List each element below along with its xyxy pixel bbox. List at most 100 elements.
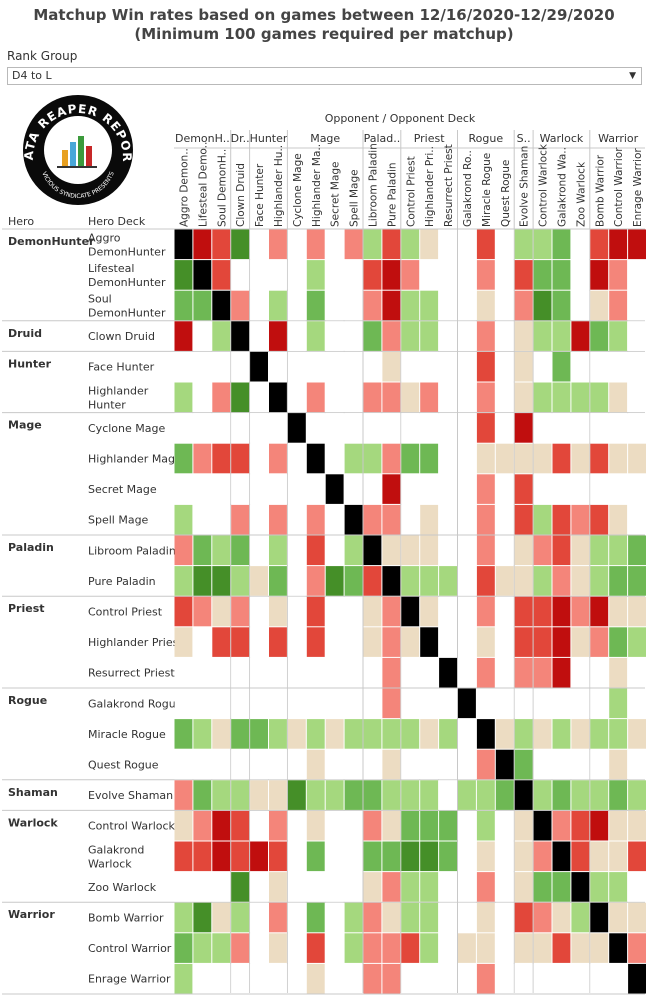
heatmap-cell (287, 443, 306, 474)
heatmap-cell (250, 688, 268, 719)
heatmap-cell (269, 688, 287, 719)
row-class-label: Shaman (8, 786, 58, 799)
heatmap-cell (628, 780, 646, 810)
row-deck-label: Control Warlock (88, 820, 176, 833)
heatmap-cell (609, 596, 628, 627)
heatmap-cell (325, 382, 344, 413)
heatmap-cell (476, 688, 495, 719)
heatmap-cell (628, 321, 646, 351)
heatmap-cell (325, 902, 344, 933)
heatmap-cell (231, 566, 250, 596)
heatmap-cell (590, 749, 609, 780)
heatmap-cell (174, 260, 193, 290)
row-class-label: Warlock (8, 816, 58, 829)
heatmap-cell (401, 749, 420, 780)
row-deck-label: Highlander (88, 384, 149, 397)
heatmap-cell (590, 688, 609, 719)
heatmap-cell (495, 841, 514, 872)
heatmap-cell (250, 443, 268, 474)
heatmap-cell (212, 596, 231, 627)
heatmap-cell (609, 841, 628, 872)
heatmap-cell (609, 933, 628, 963)
data-reaper-logo: DATA REAPER REPORT VICIOUS SYNDICATE PRE… (0, 0, 133, 205)
heatmap-cell (609, 260, 628, 290)
column-class-label: Hunter (250, 132, 288, 145)
heatmap-cell (495, 504, 514, 535)
heatmap-cell (174, 810, 193, 841)
row-deck-label: Spell Mage (88, 514, 149, 527)
heatmap-cell (458, 351, 476, 382)
heatmap-cell (193, 321, 212, 351)
heatmap-cell (287, 413, 306, 443)
heatmap-cell (401, 351, 420, 382)
heatmap-cell (287, 382, 306, 413)
column-deck-label: Enrage Warrior (632, 148, 644, 227)
heatmap-cell (344, 566, 363, 596)
heatmap-cell (476, 382, 495, 413)
heatmap-cell (344, 351, 363, 382)
heatmap-cell (306, 566, 325, 596)
heatmap-cell (571, 566, 590, 596)
heatmap-cell (250, 321, 268, 351)
heatmap-cell (571, 933, 590, 963)
heatmap-cell (269, 841, 287, 872)
heatmap-cell (231, 474, 250, 504)
heatmap-cell (269, 229, 287, 260)
heatmap-cell (458, 963, 476, 994)
heatmap-cell (174, 474, 193, 504)
heatmap-cell (382, 351, 401, 382)
heatmap-cell (269, 260, 287, 290)
heatmap-cell (571, 351, 590, 382)
heatmap-cell (609, 566, 628, 596)
heatmap-cell (476, 260, 495, 290)
heatmap-cell (458, 749, 476, 780)
row-deck-label: Soul (88, 293, 112, 306)
heatmap-cell (495, 963, 514, 994)
heatmap-cell (533, 933, 552, 963)
heatmap-cell (514, 535, 533, 566)
heatmap-cell (287, 627, 306, 657)
heatmap-cell (458, 290, 476, 321)
heatmap-cell (514, 260, 533, 290)
heatmap-cell (287, 535, 306, 566)
heatmap-cell (495, 535, 514, 566)
heatmap-cell (325, 260, 344, 290)
heatmap-cell (571, 321, 590, 351)
heatmap-cell (212, 719, 231, 749)
heatmap-cell (458, 841, 476, 872)
heatmap-cell (439, 810, 457, 841)
heatmap-cell (344, 321, 363, 351)
heatmap-cell (609, 382, 628, 413)
heatmap-cell (458, 657, 476, 688)
row-deck-label: Clown Druid (88, 330, 155, 343)
heatmap-cell (231, 504, 250, 535)
heatmap-cell (287, 566, 306, 596)
heatmap-cell (514, 443, 533, 474)
heatmap-cell (382, 841, 401, 872)
heatmap-cell (325, 657, 344, 688)
heatmap-cell (458, 413, 476, 443)
row-deck-label: Galakrond (88, 843, 144, 856)
heatmap-cell (287, 321, 306, 351)
heatmap-cell (458, 902, 476, 933)
heatmap-cell (212, 627, 231, 657)
heatmap-cell (174, 413, 193, 443)
heatmap-cell (250, 872, 268, 902)
chevron-down-icon[interactable]: ▼ (629, 71, 636, 81)
heatmap-cell (420, 260, 439, 290)
heatmap-cell (344, 382, 363, 413)
heatmap-cell (552, 963, 571, 994)
heatmap-cell (628, 627, 646, 657)
column-deck-label: Galakrond Ro.. (462, 150, 474, 227)
heatmap-cell (250, 841, 268, 872)
heatmap-cell (495, 780, 514, 810)
heatmap-cell (590, 351, 609, 382)
heatmap-cell (269, 627, 287, 657)
heatmap-cell (269, 596, 287, 627)
rank-group-select[interactable]: D4 to L ▼ (7, 67, 642, 85)
heatmap-cell (363, 290, 382, 321)
heatmap-cell (174, 596, 193, 627)
heatmap-cell (212, 841, 231, 872)
heatmap-cell (231, 535, 250, 566)
heatmap-cell (609, 963, 628, 994)
